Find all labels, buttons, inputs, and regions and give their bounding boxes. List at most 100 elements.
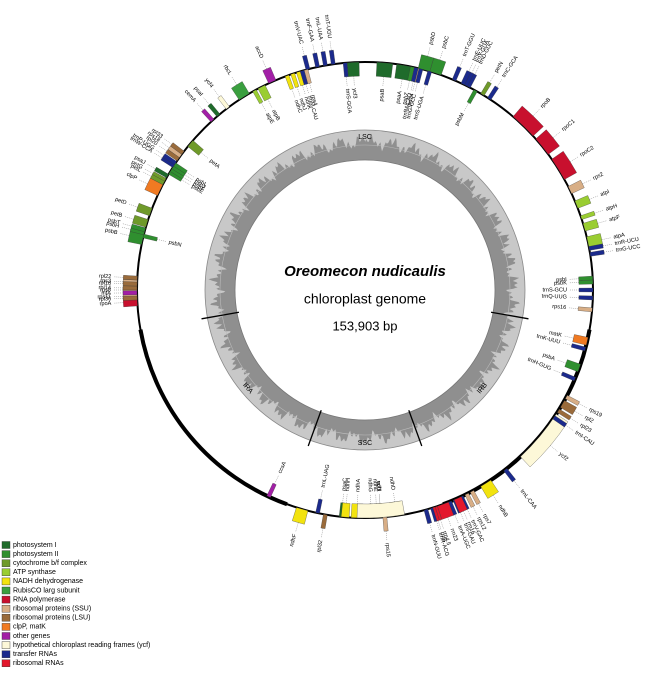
gene-label: ycf2: [557, 451, 569, 462]
gene-label: rpoA: [99, 301, 111, 308]
gene-label: psbB: [104, 228, 118, 237]
gene-label: psbA: [542, 352, 556, 362]
gene-label: psbK: [554, 280, 567, 286]
gene-leader: [474, 66, 480, 75]
region-label: LSC: [358, 134, 372, 141]
gene-box: [150, 174, 165, 185]
gene-box: [207, 103, 221, 117]
gene-box: [165, 149, 180, 162]
gene-label: rps7: [481, 513, 491, 525]
gene-label: trnR-UCU: [614, 237, 639, 247]
gene-box: [312, 52, 320, 68]
gene-box: [135, 203, 153, 216]
gene-label: rps16: [552, 304, 566, 311]
gene-label: petA: [208, 158, 221, 170]
gene-label: rpl23: [579, 422, 593, 434]
gene-leader: [382, 76, 384, 86]
gene-leader: [438, 520, 442, 530]
legend-label: RNA polymerase: [13, 596, 66, 603]
gene-label: rrn5: [438, 531, 447, 542]
gene-box: [466, 89, 478, 104]
gene-leader: [415, 82, 418, 92]
gene-label: rbcL: [222, 64, 233, 76]
gene-leader: [601, 237, 611, 240]
gene-box: [574, 195, 592, 209]
gene-leader: [305, 84, 309, 93]
gene-leader: [379, 494, 381, 504]
gene-leader: [489, 74, 495, 83]
gene-label: psbH: [106, 221, 120, 230]
gene-box: [557, 408, 572, 421]
gene-label: rpl22: [99, 274, 112, 281]
gene-leader: [302, 85, 306, 95]
gene-box: [520, 413, 569, 468]
gene-leader: [200, 152, 209, 159]
gene-label: rpl32: [316, 540, 324, 553]
gene-label: atpH: [605, 203, 618, 212]
gene-box: [564, 359, 581, 372]
gene-label: clpP: [125, 172, 138, 182]
gene-label: ndhI: [375, 480, 382, 492]
genes: psaA psaB psaC psaI psaJ ycf3 psbA psbB psbC psbD…: [97, 14, 641, 559]
legend-swatch: [1, 577, 11, 586]
gene-leader: [274, 475, 279, 485]
gene-box: [320, 51, 328, 66]
gene-leader: [594, 210, 604, 214]
gene-box: [122, 290, 138, 296]
genome-title: Oreomecon nudicaulis: [284, 263, 446, 280]
gene-leader: [231, 77, 237, 85]
gene-label: rps12: [475, 516, 487, 531]
gene-leader: [181, 179, 190, 185]
gene-label: rpl16: [99, 281, 112, 287]
gene-box: [217, 95, 230, 110]
gene-leader: [329, 41, 332, 51]
gene-box: [170, 142, 185, 155]
gene-label: ndhF: [289, 533, 298, 547]
gene-leader: [447, 517, 451, 526]
gene-label: trnI-CAU: [574, 430, 595, 447]
gene-label: psbM: [454, 112, 466, 127]
legend-label: hypothetical chloroplast reading frames …: [13, 642, 150, 649]
gene-box: [423, 70, 432, 86]
gene-box: [415, 68, 424, 84]
gene-box: [512, 105, 544, 137]
gene-leader: [562, 342, 572, 346]
gene-box: [470, 490, 481, 505]
region-label: SSC: [358, 440, 372, 447]
gene-leader: [183, 177, 191, 183]
gene-box: [480, 479, 499, 499]
gene-leader: [157, 239, 166, 242]
gene-label: trnG-UCC: [615, 244, 641, 254]
gene-label: psbD: [428, 31, 437, 45]
gene-label: atpA: [613, 232, 626, 240]
gene-leader: [564, 335, 574, 339]
legend-swatch: [1, 568, 11, 576]
gene-label: petL: [129, 163, 141, 173]
gene-leader: [156, 150, 164, 156]
gene-label: trnC-GCA: [501, 55, 520, 79]
gene-leader: [565, 425, 574, 431]
gene-label: trnL-UAA: [313, 17, 323, 41]
gene-leader: [439, 51, 443, 60]
gene-leader: [213, 89, 220, 97]
gene-box: [300, 70, 308, 85]
gene-label: ndhB: [497, 504, 509, 518]
gene-label: rps15: [384, 543, 391, 557]
gene-label: ndhE: [371, 479, 378, 493]
gene-leader: [309, 83, 313, 93]
gene-leader: [267, 99, 273, 108]
gene-box: [503, 468, 516, 483]
gene-box: [551, 150, 577, 180]
legend-swatch: [1, 550, 11, 558]
gene-leader: [582, 179, 591, 185]
region-boundary: [201, 311, 240, 320]
legend-label: photosystem II: [13, 551, 59, 558]
gene-label: trnL-UAG: [321, 464, 332, 488]
gene-label: trnfM-CAU: [402, 93, 414, 120]
gene-box: [201, 108, 215, 123]
gene-label: ndhD: [388, 476, 396, 490]
gene-label: psaC: [341, 478, 348, 492]
gene-label: rrn4.5: [441, 531, 451, 547]
gene-box: [284, 74, 294, 90]
